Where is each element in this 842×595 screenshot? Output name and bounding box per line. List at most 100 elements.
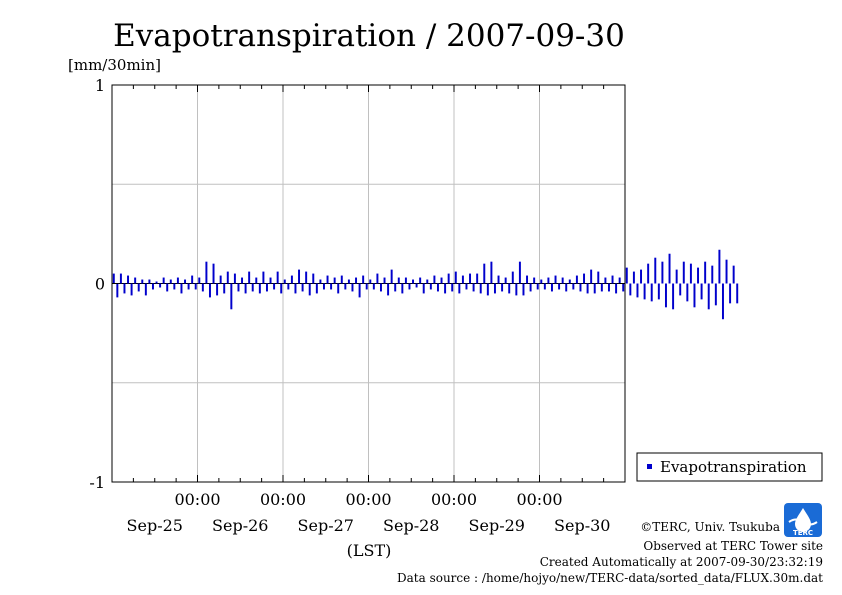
bar: [212, 263, 215, 284]
bar: [358, 283, 361, 298]
bar: [151, 283, 154, 290]
bar: [540, 279, 543, 284]
bar: [422, 283, 425, 294]
bar: [469, 273, 472, 284]
bar: [643, 283, 646, 300]
x-time-label: 00:00: [260, 490, 306, 509]
bar: [365, 283, 368, 290]
bar: [732, 265, 735, 284]
bar-series: [112, 249, 739, 320]
created-text: Created Automatically at 2007-09-30/23:3…: [540, 555, 823, 569]
x-date-label: Sep-30: [554, 516, 610, 535]
bar: [123, 283, 126, 294]
bar: [636, 283, 639, 298]
bar: [558, 283, 561, 290]
bar: [440, 277, 443, 284]
water-drop-icon: [795, 508, 811, 532]
wave-icon: [788, 518, 818, 526]
bar: [597, 271, 600, 284]
x-time-label: 00:00: [345, 490, 391, 509]
bar: [675, 269, 678, 284]
bar: [251, 283, 254, 292]
bar: [436, 283, 439, 292]
bar: [657, 283, 660, 300]
x-time-label: 00:00: [431, 490, 477, 509]
bar: [379, 283, 382, 292]
bar: [337, 283, 340, 294]
bar: [729, 283, 732, 304]
bar: [159, 283, 162, 288]
bar: [707, 283, 710, 310]
x-time-label: 00:00: [174, 490, 220, 509]
bar: [226, 271, 229, 284]
x-axis-label: (LST): [347, 541, 392, 560]
bar: [383, 277, 386, 284]
bar: [330, 283, 333, 290]
bar: [704, 261, 707, 284]
bar: [166, 283, 169, 292]
bar: [401, 283, 404, 294]
bar: [130, 283, 133, 296]
bar: [216, 283, 219, 296]
bar: [721, 283, 724, 320]
bar: [265, 283, 268, 292]
bar: [583, 273, 586, 284]
axis-ticks: -1 0 1 00:00 Sep-25 00:00 Sep-26 00:00 Sep-27 00:…: [89, 76, 626, 535]
bar: [187, 283, 190, 290]
bar: [689, 263, 692, 284]
bar: [711, 265, 714, 284]
bar: [444, 283, 447, 294]
bar: [305, 271, 308, 284]
bar: [461, 275, 464, 284]
bar: [119, 273, 122, 284]
bar: [714, 283, 717, 306]
bar: [515, 283, 518, 296]
bar: [262, 271, 265, 284]
bar: [127, 275, 130, 284]
bar: [640, 269, 643, 284]
bar: [404, 277, 407, 284]
bar: [479, 283, 482, 294]
bar: [184, 279, 187, 284]
bar: [486, 283, 489, 296]
bar: [180, 283, 183, 294]
legend-label: Evapotranspiration: [660, 458, 807, 476]
data-source-text: Data source : /home/hojyo/new/TERC-data/…: [397, 571, 823, 585]
bar: [483, 263, 486, 284]
bar: [647, 263, 650, 284]
y-axis-label: [mm/30min]: [68, 56, 161, 74]
bar: [283, 279, 286, 284]
bar: [273, 283, 276, 290]
bar: [141, 279, 144, 284]
bar: [208, 283, 211, 298]
bar: [244, 283, 247, 294]
bar: [280, 283, 283, 294]
bar: [201, 283, 204, 292]
bar: [248, 271, 251, 284]
bar: [387, 283, 390, 296]
bar: [454, 271, 457, 284]
bar: [326, 275, 329, 284]
bar: [290, 275, 293, 284]
bar: [501, 283, 504, 292]
bar: [176, 277, 179, 284]
bar: [618, 277, 621, 284]
y-tick-label: 1: [95, 76, 105, 95]
bar: [369, 279, 372, 284]
bar: [255, 277, 258, 284]
bar: [315, 283, 318, 294]
bar: [219, 275, 222, 284]
bar: [629, 283, 632, 296]
bar: [504, 277, 507, 284]
bar: [137, 283, 140, 292]
bar: [148, 279, 151, 284]
bar: [522, 283, 525, 296]
x-date-label: Sep-27: [298, 516, 354, 535]
bar: [682, 261, 685, 284]
bar: [312, 273, 315, 284]
bar: [155, 281, 158, 284]
bar: [518, 261, 521, 284]
bar: [554, 275, 557, 284]
legend-swatch: [647, 464, 652, 469]
